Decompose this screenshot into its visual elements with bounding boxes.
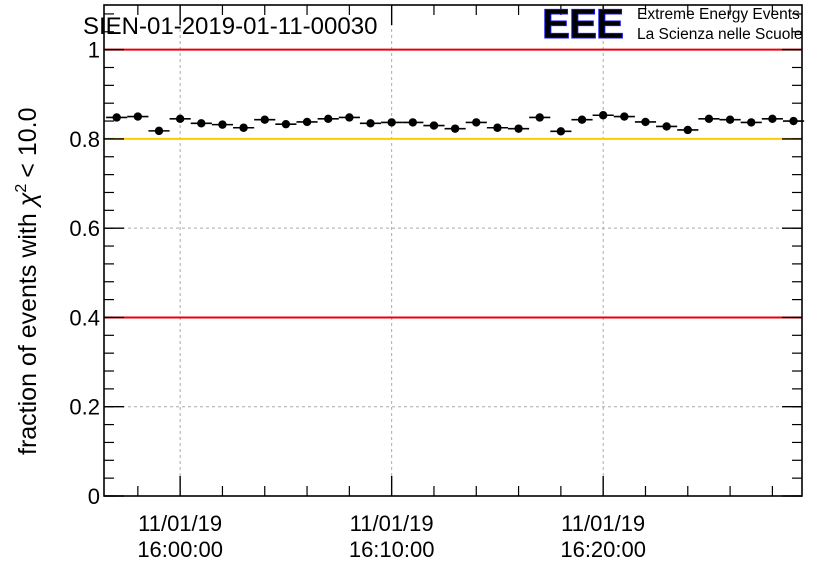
data-point <box>317 114 339 124</box>
logo: EEE Extreme Energy Events La Scienza nel… <box>542 0 803 48</box>
data-point-marker <box>429 121 439 130</box>
data-point <box>211 120 234 129</box>
data-point-marker <box>450 124 460 133</box>
x-tick-label-time: 16:10:00 <box>349 537 435 562</box>
data-point-marker <box>768 114 777 124</box>
data-point-marker <box>345 113 354 122</box>
y-tick-label: 0 <box>88 484 100 509</box>
y-tick-label: 0.6 <box>69 216 100 241</box>
data-points <box>106 111 805 136</box>
logo-mark: EEE <box>542 0 623 47</box>
y-tick-label: 1 <box>88 38 100 63</box>
x-tick-labels: 11/01/1916:00:0011/01/1916:10:0011/01/19… <box>137 511 646 562</box>
data-point-marker <box>577 115 587 124</box>
data-point <box>550 127 572 136</box>
y-axis-label-text: fraction of events with <box>14 213 42 455</box>
logo-line-1: Extreme Energy Events <box>637 6 800 23</box>
x-tick-label-date: 11/01/19 <box>561 511 645 536</box>
data-point <box>402 118 424 127</box>
data-point <box>486 123 508 132</box>
data-point-marker <box>408 118 418 127</box>
data-point-marker <box>175 114 185 124</box>
data-point-marker <box>302 117 312 127</box>
data-point <box>254 115 276 124</box>
data-point-marker <box>789 116 798 126</box>
data-point <box>275 119 297 129</box>
data-point-marker <box>620 112 629 121</box>
data-point <box>507 124 530 133</box>
data-point-marker <box>472 118 481 127</box>
y-axis-label-chi: χ <box>14 192 42 208</box>
y-axis-label-superscript: 2 <box>13 184 30 193</box>
data-point <box>592 111 614 120</box>
data-point <box>233 123 255 132</box>
data-point-marker <box>366 119 375 128</box>
data-point-marker <box>725 115 735 124</box>
y-axis-label: fraction of events with χ2 < 10.0 <box>13 107 42 455</box>
data-point-marker <box>556 127 566 136</box>
data-point-marker <box>218 120 227 129</box>
x-tick-label-date: 11/01/19 <box>138 511 222 536</box>
x-tick-label-time: 16:00:00 <box>137 537 223 562</box>
reference-lines <box>104 48 802 319</box>
data-point <box>677 125 699 135</box>
data-point <box>656 122 678 131</box>
data-point <box>148 126 170 136</box>
plot-frame <box>103 4 803 497</box>
y-tick-labels: 0 0.2 0.4 0.6 0.8 1 <box>69 38 100 509</box>
data-point-marker <box>514 124 523 133</box>
grid-lines <box>104 5 802 496</box>
data-point-marker <box>662 122 671 131</box>
y-axis-label-threshold: < 10.0 <box>14 107 42 177</box>
data-point <box>169 114 191 124</box>
data-point <box>106 113 128 122</box>
data-point <box>381 118 403 127</box>
data-point <box>423 121 445 130</box>
data-point <box>444 124 466 133</box>
data-point-marker <box>493 123 502 132</box>
x-tick-label-time: 16:20:00 <box>560 537 646 562</box>
logo-line-2: La Scienza nelle Scuole <box>637 26 802 43</box>
y-tick-label: 0.8 <box>69 127 100 152</box>
x-tick-label-date: 11/01/19 <box>350 511 434 536</box>
data-point <box>571 115 593 124</box>
data-point <box>296 117 318 127</box>
data-point-marker <box>704 114 714 124</box>
axis-ticks <box>104 5 802 497</box>
data-point <box>359 119 382 128</box>
data-point-marker <box>387 118 396 127</box>
data-point-marker <box>324 114 333 124</box>
data-point-marker <box>598 111 608 120</box>
data-point-marker <box>133 112 143 121</box>
data-point <box>740 118 762 127</box>
data-point <box>782 116 805 126</box>
data-point <box>190 119 212 128</box>
data-point <box>634 117 657 127</box>
data-point <box>719 115 741 124</box>
data-point-marker <box>281 119 291 129</box>
data-point-marker <box>239 123 248 132</box>
y-tick-label: 0.2 <box>69 395 100 420</box>
data-point-marker <box>683 125 692 135</box>
data-point <box>338 113 360 122</box>
data-point <box>127 112 149 121</box>
data-point-marker <box>535 113 544 122</box>
data-point-marker <box>747 118 756 127</box>
data-point <box>529 113 551 122</box>
data-point <box>761 114 783 124</box>
chart-title: SIEN-01-2019-01-11-00030 <box>83 13 377 40</box>
y-tick-label: 0.4 <box>69 305 100 330</box>
data-point <box>465 118 487 127</box>
data-point <box>613 112 635 121</box>
data-point-marker <box>260 115 269 124</box>
data-point-marker <box>154 126 164 136</box>
data-point-marker <box>641 117 650 127</box>
data-point-marker <box>112 113 121 122</box>
data-point-marker <box>197 119 206 128</box>
data-point <box>698 114 720 124</box>
